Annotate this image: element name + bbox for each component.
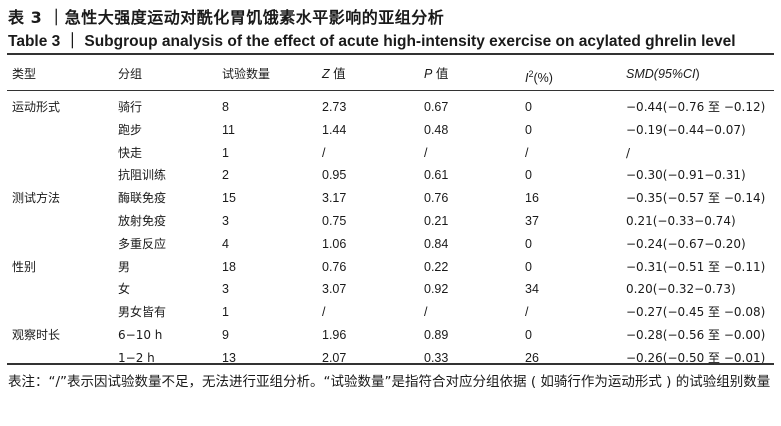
row-trial-count: 1 [222,145,229,160]
row-p-value: 0.33 [424,350,449,365]
row-p-value: 0.67 [424,100,449,114]
row-trial-count: 15 [222,191,236,206]
row-group: 快走 [118,145,143,160]
row-i2: 0 [525,236,532,251]
row-smd: −0.24(−0.67−0.20) [626,236,746,251]
row-i2: / [525,145,529,160]
row-smd: / [626,145,631,160]
row-group: 酶联免疫 [118,191,167,206]
table-title-cn: 表 3 ｜急性大强度运动对酰化胃饥饿素水平影响的亚组分析 [8,8,445,27]
row-z-value: 1.44 [322,122,347,137]
header-p-value: P 值 [424,67,449,81]
row-smd: −0.44(−0.76 至 −0.12) [626,100,766,114]
header-type: 类型 [12,67,37,81]
row-trial-count: 8 [222,100,229,114]
row-group: 男 [118,259,131,274]
row-i2: 26 [525,350,539,365]
row-group: 1−2 h [118,350,155,365]
row-i2: 0 [525,122,532,137]
row-trial-count: 1 [222,305,229,320]
row-z-value: 0.75 [322,214,347,228]
row-smd: 0.20(−0.32−0.73) [626,282,736,297]
row-trial-count: 3 [222,282,229,297]
row-p-value: / [424,305,428,320]
row-trial-count: 13 [222,350,236,365]
row-p-value: 0.92 [424,282,449,297]
row-p-value: 0.76 [424,191,449,206]
row-type: 性别 [12,259,37,274]
row-p-value: 0.21 [424,214,449,228]
row-p-value: 0.84 [424,236,449,251]
header-z-value: Z 值 [322,67,346,81]
row-group: 骑行 [118,100,143,114]
row-z-value: 2.07 [322,350,347,365]
row-i2: 0 [525,100,532,114]
header-i2: I2(%) [525,69,553,86]
row-z-value: 3.17 [322,191,347,206]
row-p-value: / [424,145,428,160]
row-group: 女 [118,282,131,297]
row-smd: −0.35(−0.57 至 −0.14) [626,191,766,206]
row-smd: −0.30(−0.91−0.31) [626,168,746,183]
row-i2: / [525,305,529,320]
header-smd: SMD(95%CI) [626,67,700,81]
row-i2: 0 [525,259,532,274]
row-smd: −0.26(−0.50 至 −0.01) [626,350,766,365]
table-note: 表注：“/”表示因试验数量不足，无法进行亚组分析。“试验数量”是指符合对应分组依… [8,374,771,390]
row-p-value: 0.89 [424,328,449,342]
table-bottom-rule [7,363,774,365]
row-i2: 16 [525,191,539,206]
row-z-value: 1.96 [322,328,347,342]
row-i2: 0 [525,328,532,342]
header-group: 分组 [118,67,143,81]
row-smd: −0.31(−0.51 至 −0.11) [626,259,766,274]
row-smd: −0.28(−0.56 至 −0.00) [626,328,766,342]
row-group: 男女皆有 [118,305,167,320]
row-z-value: 1.06 [322,236,347,251]
row-smd: 0.21(−0.33−0.74) [626,214,736,228]
table-title-en: Table 3 ｜ Subgroup analysis of the effec… [8,33,736,50]
row-trial-count: 3 [222,214,229,228]
row-smd: −0.27(−0.45 至 −0.08) [626,305,766,320]
row-z-value: 0.76 [322,259,347,274]
row-trial-count: 11 [222,122,235,137]
row-z-value: / [322,145,326,160]
row-smd: −0.19(−0.44−0.07) [626,122,746,137]
row-i2: 34 [525,282,539,297]
row-i2: 0 [525,168,532,183]
row-group: 跑步 [118,122,143,137]
table-top-rule [7,53,774,55]
row-trial-count: 4 [222,236,229,251]
table-header-rule [7,90,774,91]
row-p-value: 0.48 [424,122,449,137]
row-p-value: 0.61 [424,168,449,183]
row-group: 放射免疫 [118,214,167,228]
row-group: 多重反应 [118,236,167,251]
row-trial-count: 18 [222,259,236,274]
header-trial-count: 试验数量 [222,67,271,81]
row-group: 抗阻训练 [118,168,167,183]
row-type: 测试方法 [12,191,61,206]
row-z-value: / [322,305,326,320]
row-trial-count: 2 [222,168,229,183]
row-p-value: 0.22 [424,259,449,274]
row-group: 6−10 h [118,328,163,342]
row-trial-count: 9 [222,328,229,342]
row-type: 观察时长 [12,328,61,342]
row-i2: 37 [525,214,539,228]
row-z-value: 2.73 [322,100,347,114]
row-z-value: 0.95 [322,168,347,183]
row-type: 运动形式 [12,100,61,114]
row-z-value: 3.07 [322,282,347,297]
